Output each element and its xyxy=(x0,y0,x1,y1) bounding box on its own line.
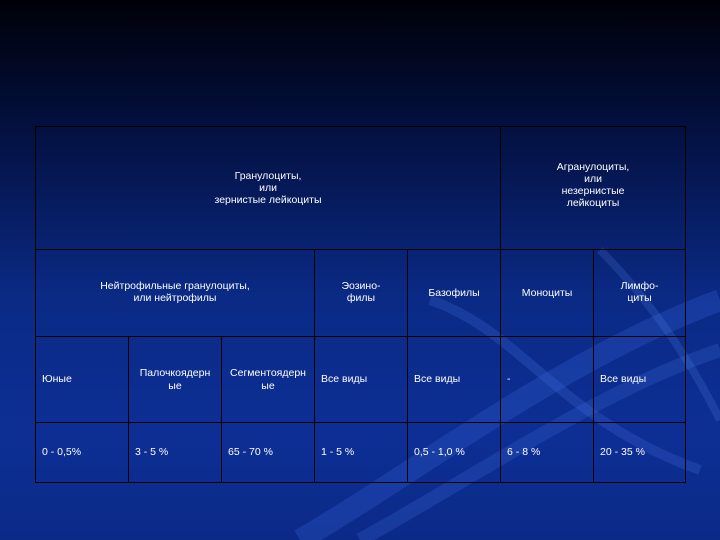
cell-text: Все виды xyxy=(321,373,368,386)
cell-text: Все виды xyxy=(414,373,461,386)
header-monocytes: Моноциты xyxy=(500,249,595,337)
cell-text: Палочкоядерн ые xyxy=(139,367,211,392)
cell-text: Сегментоядерн ые xyxy=(230,367,306,392)
leukocyte-formula-table: Гранулоциты, или зернистые лейкоциты Агр… xyxy=(34,126,687,483)
header-basophils-label: Базофилы xyxy=(428,286,480,299)
header-lymphocytes-label: Лимфо- циты xyxy=(620,280,659,305)
table-cell: Сегментоядерн ые xyxy=(221,336,315,423)
cell-text: 1 - 5 % xyxy=(321,446,355,459)
table-cell: 3 - 5 % xyxy=(128,422,222,483)
cell-text: Все виды xyxy=(600,373,647,386)
table-cell: 0 - 0,5% xyxy=(35,422,129,483)
header-basophils: Базофилы xyxy=(406,249,502,337)
table-cell: Палочкоядерн ые xyxy=(128,336,222,423)
table-cell: 1 - 5 % xyxy=(314,422,408,483)
table-cell: 65 - 70 % xyxy=(221,422,315,483)
cell-text: 0 - 0,5% xyxy=(42,446,82,459)
table-cell: - xyxy=(500,336,595,423)
table-cell: Все виды xyxy=(314,336,408,423)
cell-text: 0,5 - 1,0 % xyxy=(414,446,465,459)
header-granulocytes-label: Гранулоциты, или зернистые лейкоциты xyxy=(214,169,322,207)
table-cell: Все виды xyxy=(593,336,687,423)
table-cell: 0,5 - 1,0 % xyxy=(406,422,502,483)
header-agranulocytes: Агранулоциты, или незернистые лейкоциты xyxy=(500,126,687,250)
table-row: 0 - 0,5% 3 - 5 % 65 - 70 % 1 - 5 % 0,5 -… xyxy=(35,422,687,483)
cell-text: - xyxy=(507,373,511,386)
header-monocytes-label: Моноциты xyxy=(521,286,573,299)
cell-text: 3 - 5 % xyxy=(135,446,169,459)
table-cell: 20 - 35 % xyxy=(593,422,687,483)
header-lymphocytes: Лимфо- циты xyxy=(593,249,687,337)
header-neutrophils-label: Нейтрофильные гранулоциты, или нейтрофил… xyxy=(100,280,250,305)
cell-text: 6 - 8 % xyxy=(507,446,541,459)
header-neutrophils: Нейтрофильные гранулоциты, или нейтрофил… xyxy=(35,249,315,337)
header-agranulocytes-label: Агранулоциты, или незернистые лейкоциты xyxy=(556,161,630,210)
table-cell: Все виды xyxy=(406,336,502,423)
table-row: Нейтрофильные гранулоциты, или нейтрофил… xyxy=(35,249,687,337)
cell-text: Юные xyxy=(42,373,72,386)
header-eosinophils: Эозино- филы xyxy=(314,249,408,337)
table-row: Гранулоциты, или зернистые лейкоциты Агр… xyxy=(34,126,687,250)
cell-text: 65 - 70 % xyxy=(228,446,273,459)
header-granulocytes: Гранулоциты, или зернистые лейкоциты xyxy=(34,126,502,250)
table-row: Юные Палочкоядерн ые Сегментоядерн ые Вс… xyxy=(35,336,687,423)
header-eosinophils-label: Эозино- филы xyxy=(341,280,381,305)
cell-text: 20 - 35 % xyxy=(600,446,645,459)
table-cell: Юные xyxy=(35,336,129,423)
table-cell: 6 - 8 % xyxy=(500,422,595,483)
